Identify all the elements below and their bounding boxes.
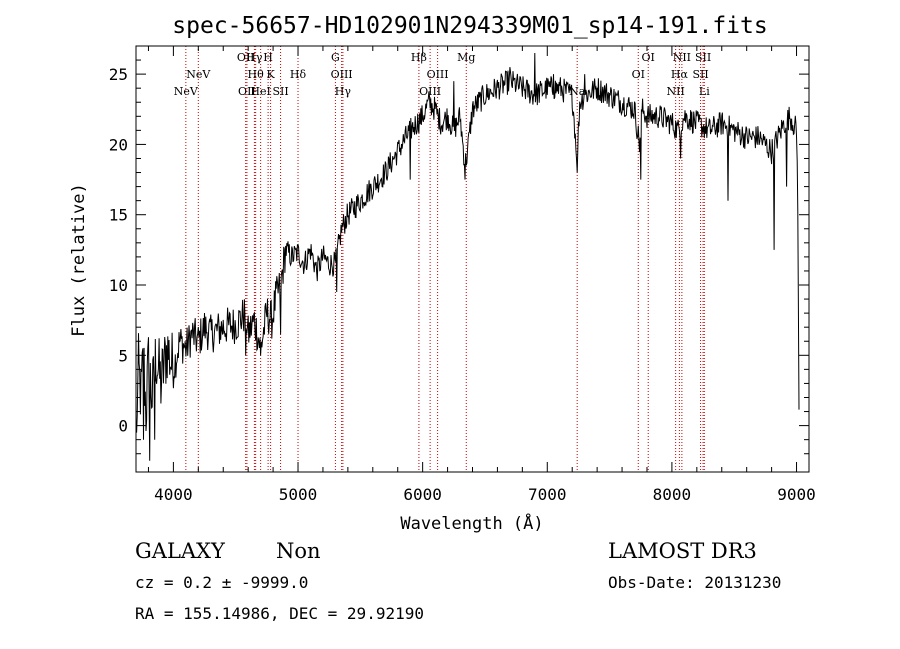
- y-tick-label: 5: [118, 346, 128, 365]
- line-label: Hδ: [290, 68, 307, 81]
- line-label: K: [266, 68, 275, 81]
- y-tick-label: 20: [109, 135, 128, 154]
- line-label: OII: [237, 51, 255, 64]
- line-label: OIII: [419, 85, 441, 98]
- x-tick-label: 6000: [403, 485, 442, 504]
- line-label: OI: [642, 51, 655, 64]
- line-label: OI: [632, 68, 645, 81]
- line-label: SII: [695, 51, 711, 64]
- x-axis-ticks: 4000 5000 6000 7000 8000 9000: [147, 46, 816, 504]
- object-class: GALAXY: [135, 539, 226, 563]
- x-tick-label: 9000: [777, 485, 816, 504]
- object-subclass: Non: [276, 539, 321, 563]
- spectrum-line: [136, 52, 800, 461]
- observation-date: Obs-Date: 20131230: [608, 573, 781, 592]
- chart-title: spec-56657-HD102901N294339M01_sp14-191.f…: [172, 13, 767, 39]
- line-label: NII: [666, 85, 684, 98]
- y-tick-label: 10: [109, 276, 128, 295]
- redshift-cz: cz = 0.2 ± -9999.0: [135, 573, 308, 592]
- y-tick-label: 0: [118, 417, 128, 436]
- line-label: Li: [699, 85, 710, 98]
- line-label: SII: [692, 68, 708, 81]
- emission-line-markers: [185, 46, 705, 472]
- ra-dec-coordinates: RA = 155.14986, DEC = 29.92190: [135, 604, 424, 623]
- line-label: OIII: [331, 68, 353, 81]
- line-label: SII: [272, 85, 288, 98]
- x-tick-label: 8000: [653, 485, 692, 504]
- line-label: OIII: [427, 68, 449, 81]
- y-tick-label: 15: [109, 206, 128, 225]
- line-label: Hγ: [335, 85, 352, 98]
- y-axis-label: Flux (relative): [69, 183, 89, 337]
- line-label: Hβ: [411, 51, 427, 64]
- line-label: NII: [673, 51, 691, 64]
- line-label: NeV: [186, 68, 211, 81]
- x-tick-label: 4000: [154, 485, 193, 504]
- line-label: Na: [569, 85, 586, 98]
- line-label: NeV: [174, 85, 199, 98]
- line-label: Hγ: [246, 51, 263, 64]
- x-axis-label: Wavelength (Å): [400, 512, 543, 534]
- line-label: Mg: [457, 51, 475, 64]
- y-tick-label: 25: [109, 65, 128, 84]
- line-label: H: [263, 51, 273, 64]
- line-label: Hθ: [248, 68, 265, 81]
- line-label: HeI: [250, 85, 270, 98]
- line-label: G: [331, 51, 340, 64]
- x-tick-label: 5000: [279, 485, 318, 504]
- survey-name: LAMOST DR3: [608, 539, 757, 563]
- line-label: Hα: [671, 68, 689, 81]
- x-tick-label: 7000: [528, 485, 567, 504]
- y-axis-ticks: 0 5 10 15 20 25: [109, 59, 809, 455]
- emission-line-labels: NeVNeVOIIOIIHγHθHeIHKSIIHδGOIIIHγHβOIIIO…: [174, 51, 711, 98]
- line-label: OII: [238, 85, 256, 98]
